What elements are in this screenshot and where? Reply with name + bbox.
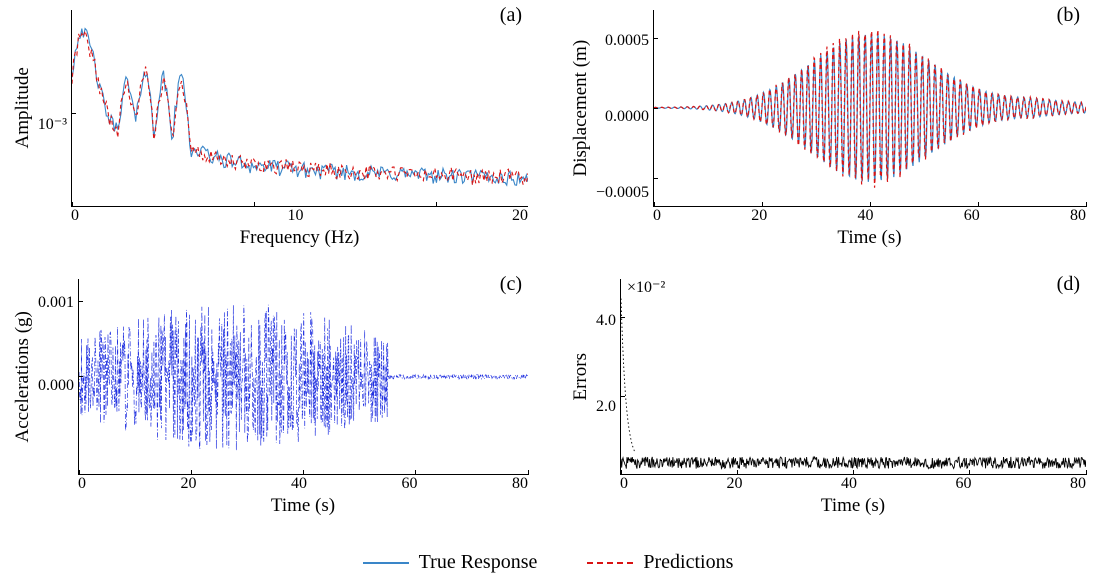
panel-d-xlabel: Time (s)	[821, 495, 885, 516]
legend-label-pred: Predictions	[643, 551, 733, 574]
panel-d-xticks: 020406080	[620, 475, 1086, 493]
panel-b-yticks: 0.00050.0000−0.0005	[594, 10, 653, 207]
panel-b-chart	[653, 10, 1086, 207]
panel-c: (c) Accelerations (g) 0.0010.000 0204060…	[10, 279, 528, 518]
legend-item-true: True Response	[363, 551, 538, 574]
panel-b-svg	[654, 10, 1086, 206]
legend-swatch-true	[363, 562, 409, 564]
panel-c-xticks: 020406080	[78, 475, 528, 493]
legend-item-pred: Predictions	[587, 551, 733, 574]
panel-d-ylabel: Errors	[568, 279, 594, 476]
panel-a-xticks: 01020	[71, 207, 528, 225]
panel-b-ylabel: Displacement (m)	[568, 10, 594, 207]
panel-d: (d) Errors 4.02.0 ×10⁻² 020406080 Time (…	[568, 279, 1086, 518]
panel-d-chart: ×10⁻²	[620, 279, 1086, 476]
panel-a-xlabel: Frequency (Hz)	[240, 227, 360, 248]
panel-b-xticks: 020406080	[653, 207, 1086, 225]
panel-a-yticks: 10⁻³	[36, 10, 71, 207]
figure-grid: (a) Amplitude 10⁻³ 01020 Frequency (Hz) …	[10, 10, 1086, 574]
panel-c-svg	[79, 279, 528, 475]
panel-c-yticks: 0.0010.000	[36, 279, 78, 476]
panel-d-yticks: 4.02.0	[594, 279, 620, 476]
panel-a-svg	[72, 10, 528, 206]
legend: True Response Predictions	[10, 547, 1086, 574]
panel-b: (b) Displacement (m) 0.00050.0000−0.0005…	[568, 10, 1086, 249]
panel-d-svg	[621, 279, 1086, 475]
panel-b-xlabel: Time (s)	[837, 227, 901, 248]
panel-a: (a) Amplitude 10⁻³ 01020 Frequency (Hz)	[10, 10, 528, 249]
panel-c-ylabel: Accelerations (g)	[10, 279, 36, 476]
legend-label-true: True Response	[419, 551, 538, 574]
panel-a-chart	[71, 10, 528, 207]
panel-a-ylabel: Amplitude	[10, 10, 36, 207]
legend-swatch-pred	[587, 562, 633, 564]
panel-c-xlabel: Time (s)	[271, 495, 335, 516]
panel-c-chart	[78, 279, 528, 476]
